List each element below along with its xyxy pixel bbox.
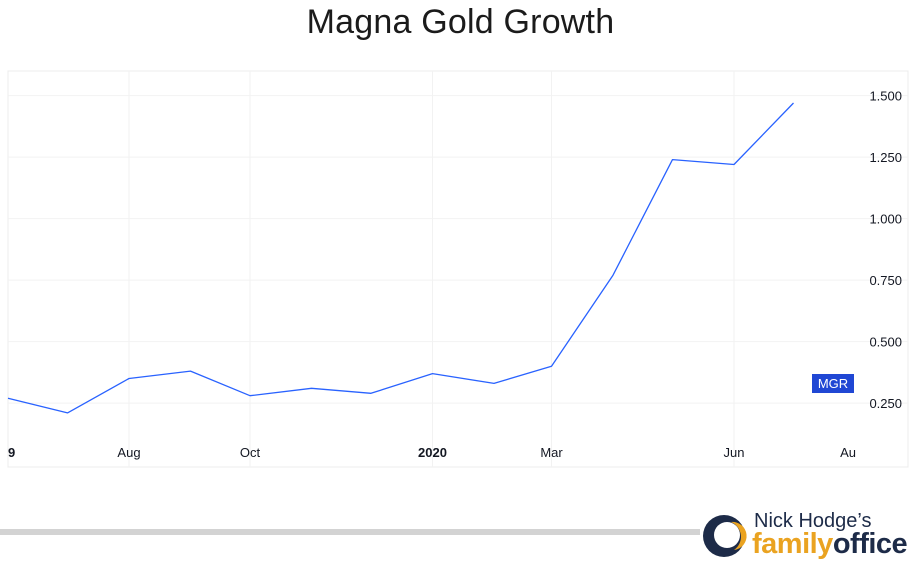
x-tick-label: Jun <box>724 445 745 460</box>
x-axis: 9 Aug Oct 2020 Mar Jun Au <box>8 445 856 460</box>
chart-title: Magna Gold Growth <box>306 3 615 41</box>
y-tick-label: 0.250 <box>869 396 902 411</box>
x-tick-label: 2020 <box>418 445 447 460</box>
footer-divider <box>0 529 700 535</box>
series-line-mgr <box>7 102 794 414</box>
brand-wordmark: familyoffice <box>752 528 908 561</box>
series-label-text: MGR <box>818 376 848 391</box>
series-label-badge <box>812 374 854 393</box>
y-tick-label: 0.750 <box>869 273 902 288</box>
x-tick-label: 9 <box>8 445 15 460</box>
x-tick-label: Oct <box>240 445 261 460</box>
brand-word-family: family <box>752 528 833 560</box>
y-axis: 0.250 0.500 0.750 1.000 1.250 1.500 <box>869 89 902 412</box>
series-labels: MGR <box>812 374 854 393</box>
y-tick-label: 1.250 <box>869 150 902 165</box>
x-tick-label: Aug <box>117 445 140 460</box>
brand-name: Nick Hodge’s <box>754 510 872 532</box>
x-tick-label: Mar <box>540 445 563 460</box>
brand-logo: Nick Hodge’s familyoffice <box>700 510 921 560</box>
grid <box>8 71 908 467</box>
line-chart: 0.250 0.500 0.750 1.000 1.250 1.500 9 Aug Oct 20… <box>7 70 909 468</box>
brand-emblem-icon <box>703 515 747 557</box>
brand-word-office: office <box>832 528 908 560</box>
y-tick-label: 1.500 <box>869 89 902 104</box>
y-tick-label: 1.000 <box>869 212 902 227</box>
y-tick-label: 0.500 <box>869 335 902 350</box>
plot-frame <box>7 70 909 468</box>
x-tick-label: Au <box>840 445 856 460</box>
series <box>7 102 794 414</box>
